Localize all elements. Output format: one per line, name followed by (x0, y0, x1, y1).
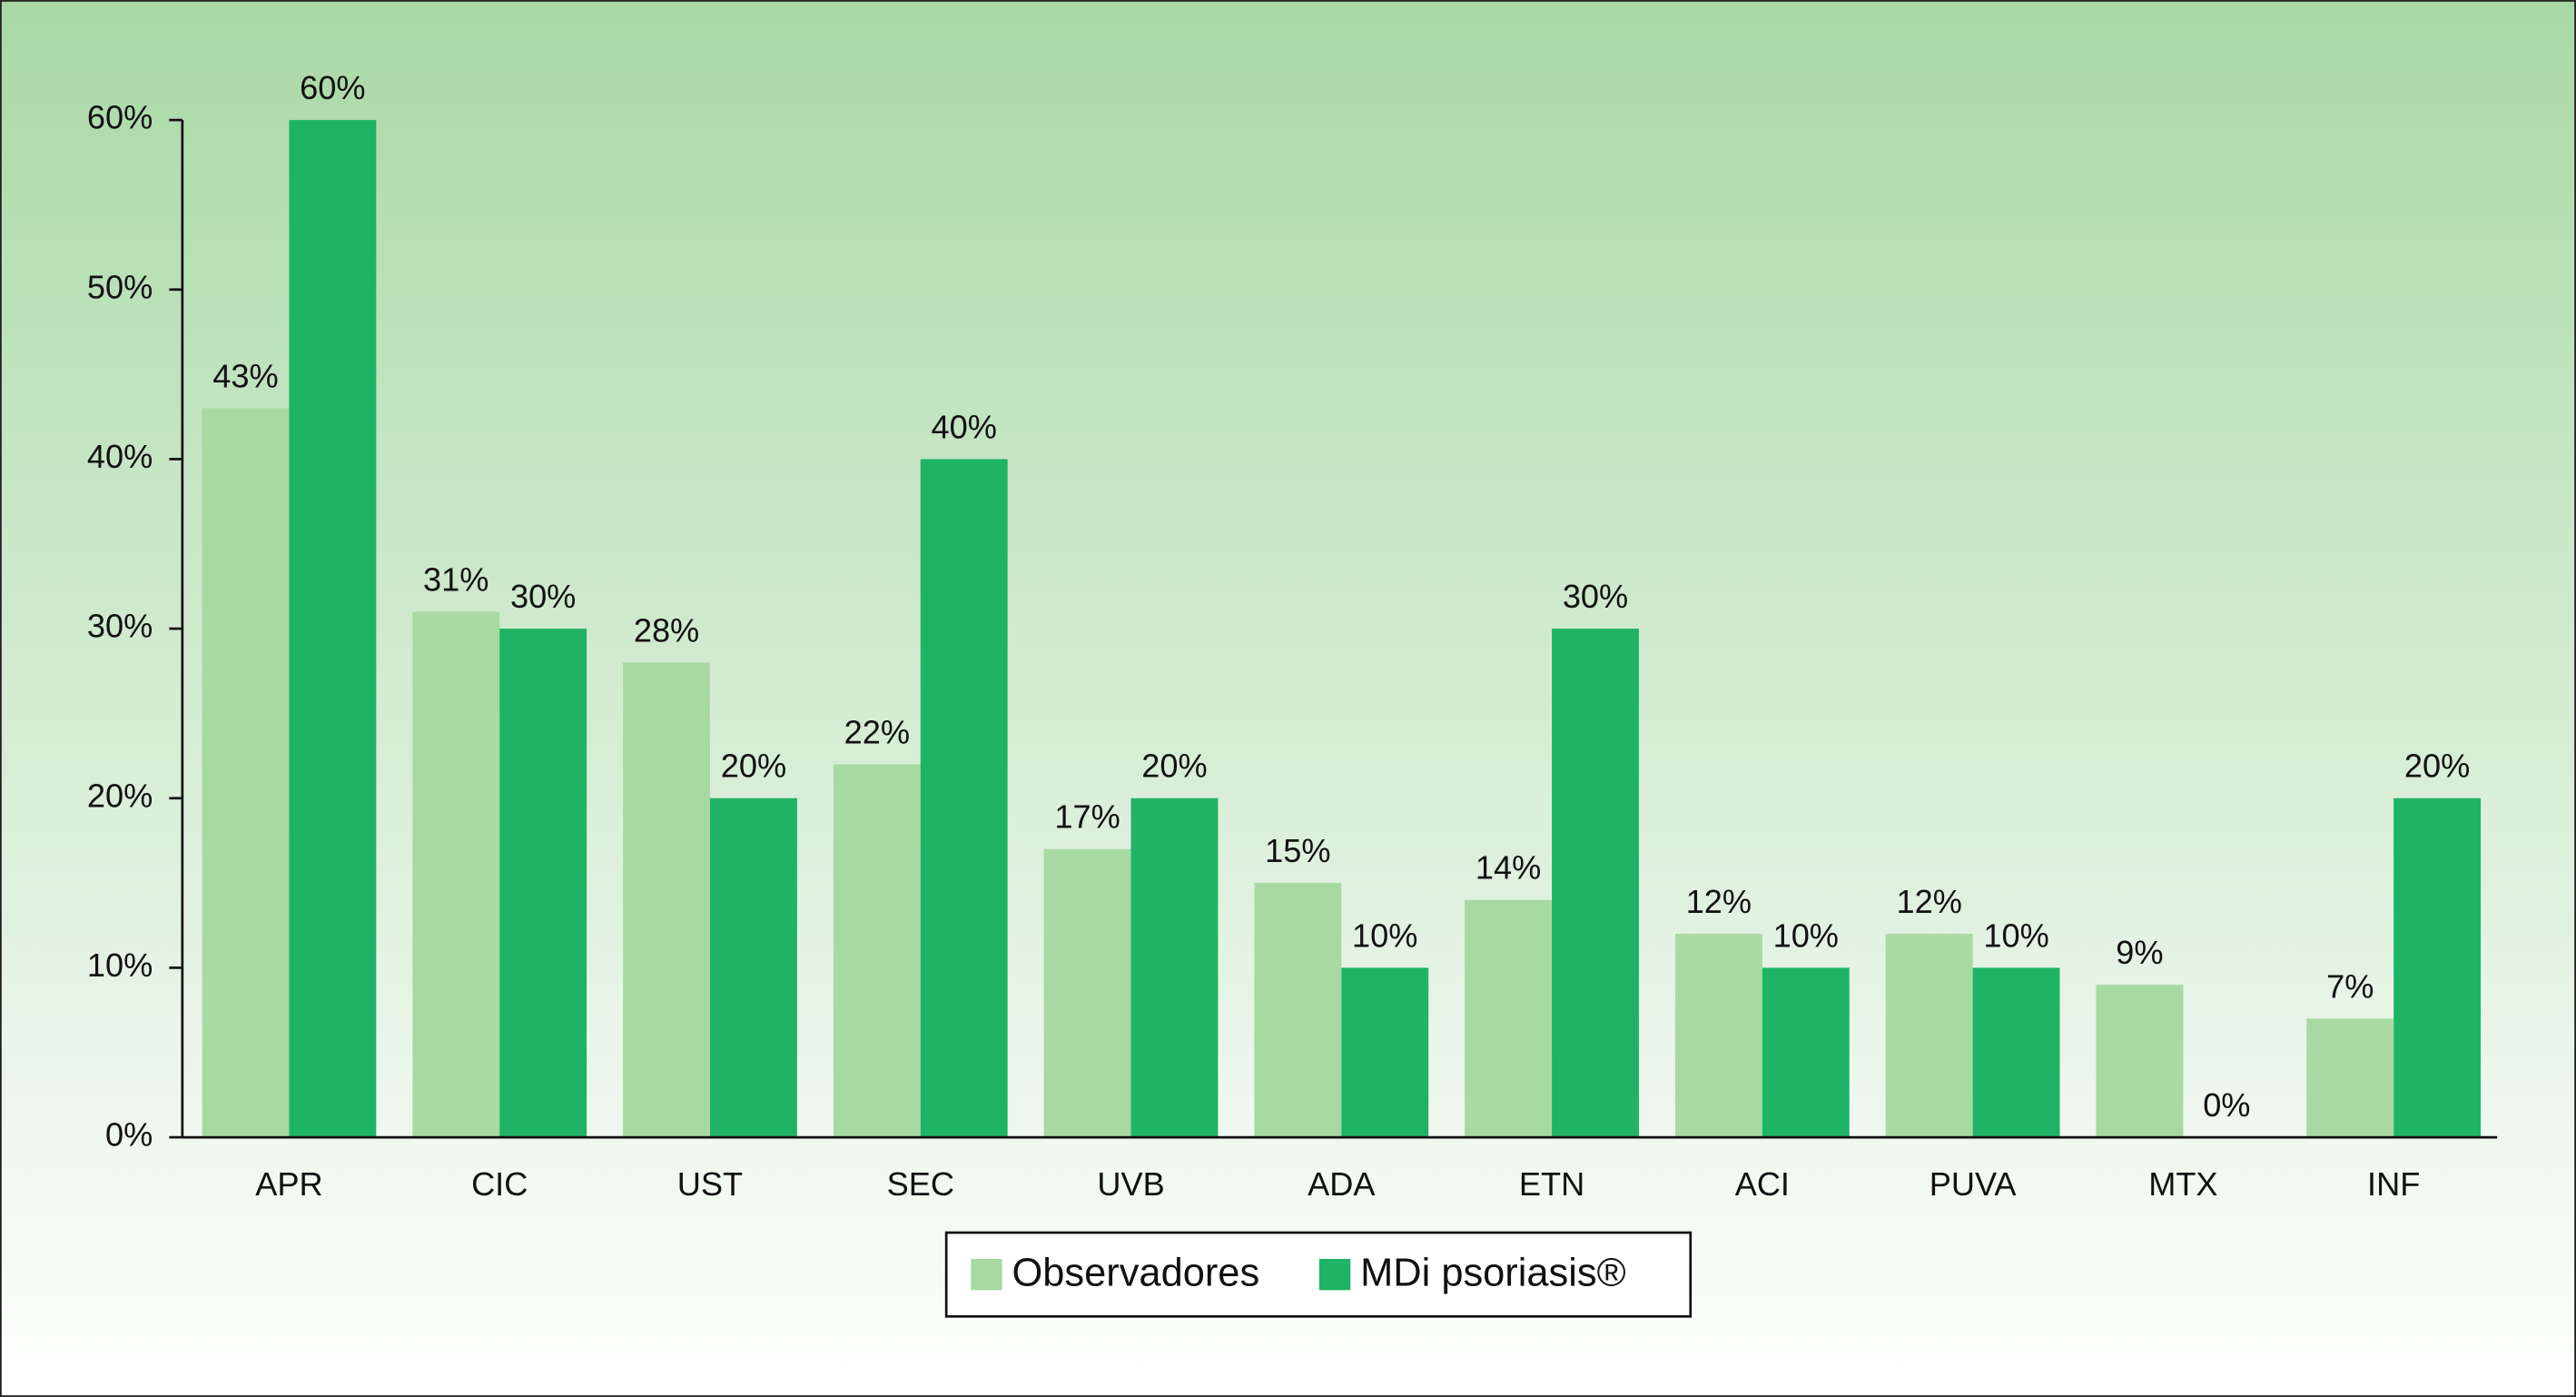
x-tick-label: PUVA (1930, 1165, 2018, 1203)
y-tick-label: 50% (87, 268, 153, 305)
legend-box (944, 1231, 1693, 1318)
bar (1762, 967, 1850, 1138)
bar (499, 629, 587, 1138)
y-tick-label: 20% (87, 777, 153, 814)
bar (1043, 848, 1131, 1138)
bar (1674, 934, 1762, 1138)
bar (1130, 798, 1219, 1138)
y-tick-label: 40% (87, 438, 153, 475)
bar (1465, 899, 1553, 1138)
x-tick-label: SEC (887, 1165, 954, 1203)
value-label: 14% (1476, 849, 1541, 887)
value-label: 22% (844, 713, 910, 750)
value-label: 28% (634, 611, 699, 649)
bar (2306, 1018, 2394, 1138)
value-label: 15% (1265, 832, 1330, 869)
value-label: 30% (510, 578, 576, 615)
value-label: 12% (1686, 883, 1752, 920)
value-label: 31% (423, 560, 489, 598)
bar (709, 798, 797, 1138)
x-tick-label: MTX (2148, 1165, 2217, 1203)
legend-swatch (971, 1258, 1002, 1291)
value-label: 9% (2116, 934, 2163, 971)
bar (623, 662, 710, 1138)
value-label: 40% (932, 408, 997, 445)
bar (1254, 883, 1342, 1138)
value-label: 30% (1563, 578, 1628, 615)
value-label: 10% (1773, 916, 1839, 954)
x-tick-label: APR (255, 1165, 322, 1203)
value-label: 43% (212, 357, 278, 394)
value-label: 7% (2326, 967, 2374, 1005)
y-tick-label: 10% (87, 946, 153, 984)
bar (833, 764, 921, 1138)
bar (289, 120, 377, 1138)
bar (920, 459, 1008, 1138)
x-tick-label: CIC (471, 1165, 528, 1203)
bar (2393, 798, 2482, 1138)
y-tick-label: 0% (105, 1116, 153, 1154)
x-tick-label: UVB (1097, 1165, 1164, 1203)
bar (2096, 985, 2184, 1138)
x-tick-label: ETN (1519, 1165, 1584, 1203)
bar (1341, 967, 1429, 1138)
value-label: 0% (2203, 1086, 2250, 1124)
bar (1972, 967, 2060, 1138)
value-label: 17% (1054, 798, 1120, 836)
bar (412, 611, 500, 1138)
bar (1552, 629, 1639, 1138)
value-label: 20% (2404, 748, 2470, 785)
value-label: 10% (1983, 916, 2048, 954)
value-label: 20% (721, 748, 786, 785)
legend-label: Observadores (1012, 1252, 1260, 1295)
legend-swatch (1318, 1258, 1351, 1291)
x-tick-label: INF (2367, 1165, 2420, 1203)
bar (1885, 934, 1973, 1138)
value-label: 20% (1141, 748, 1207, 785)
bar (202, 408, 290, 1138)
value-label: 12% (1896, 883, 1961, 920)
x-tick-label: ADA (1308, 1165, 1376, 1203)
x-tick-label: ACI (1735, 1165, 1790, 1203)
legend-label: MDi psoriasis® (1360, 1252, 1625, 1295)
y-tick-label: 60% (87, 99, 153, 136)
y-tick-label: 30% (87, 608, 153, 645)
x-tick-label: UST (677, 1165, 743, 1203)
value-label: 10% (1352, 916, 1417, 954)
value-label: 60% (300, 69, 365, 106)
